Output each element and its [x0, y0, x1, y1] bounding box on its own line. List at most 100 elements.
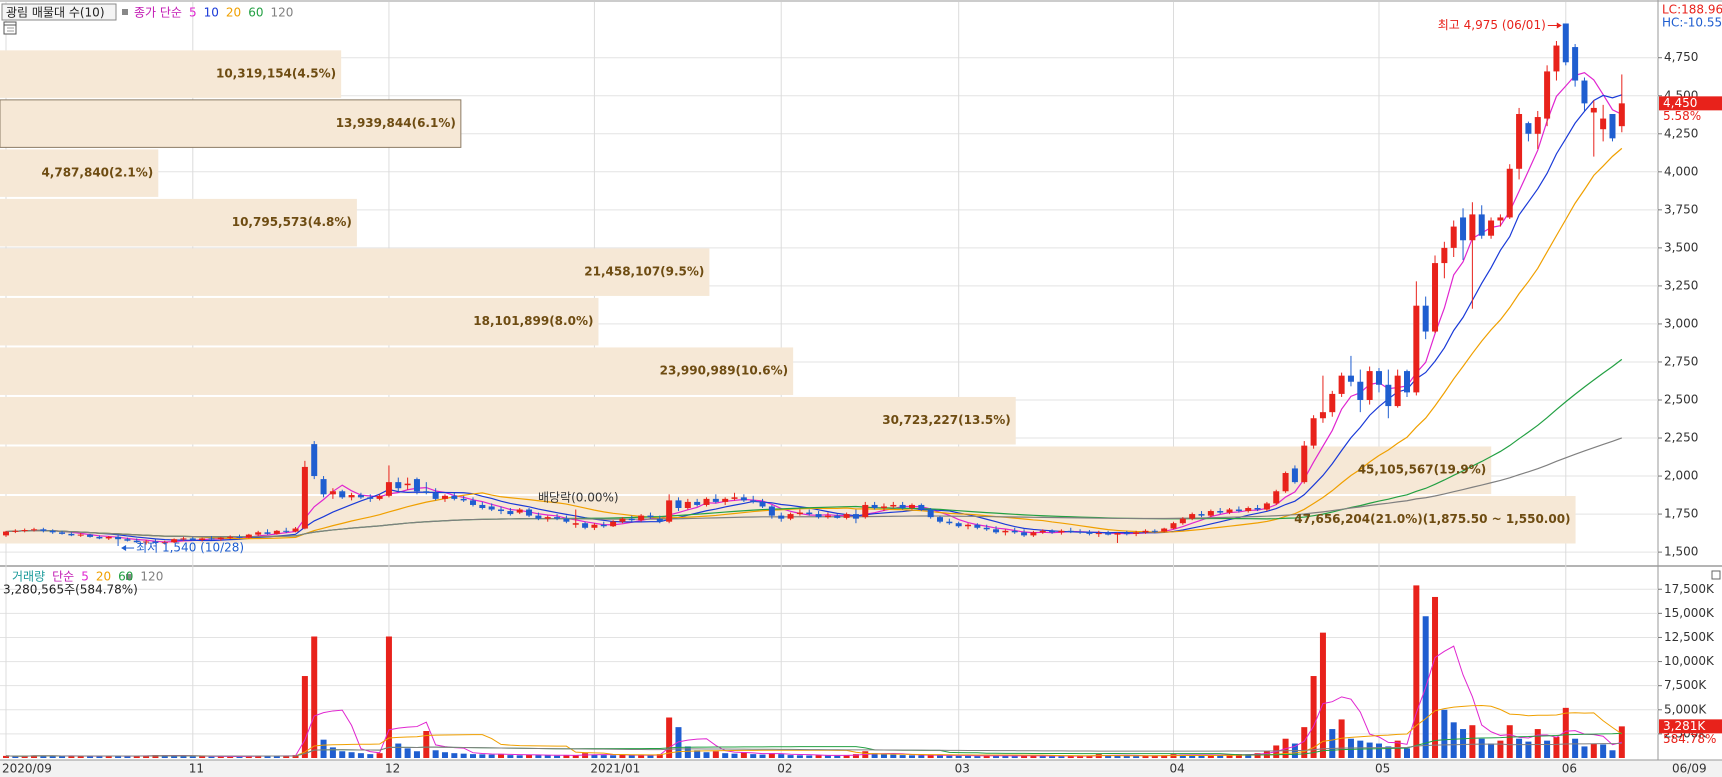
lc-label: LC:188.96: [1662, 3, 1722, 17]
y-tick-label: 3,500: [1664, 240, 1698, 254]
volume-bar: [927, 755, 934, 758]
candle-body: [143, 541, 150, 543]
volume-bar: [1114, 755, 1121, 758]
candle-body: [385, 482, 392, 496]
candle-body: [712, 498, 719, 502]
volume-bar: [1245, 754, 1252, 758]
legend-item: 5: [81, 570, 89, 584]
profile-bar: [0, 396, 1016, 445]
volume-bar: [834, 755, 841, 758]
candle-body: [1263, 503, 1270, 510]
last-date: 06/09: [1672, 762, 1707, 776]
volume-bar: [1189, 755, 1196, 758]
candle-body: [1049, 530, 1056, 533]
volume-bar: [441, 752, 448, 758]
profile-bar: [0, 297, 599, 346]
volume-bar: [1329, 729, 1336, 758]
volume-bar: [245, 756, 252, 758]
volume-bar: [983, 755, 990, 758]
volume-bar: [1394, 740, 1401, 758]
y-tick-label: 4,750: [1664, 50, 1698, 64]
candle-body: [834, 515, 841, 518]
y-tick-label: 4,000: [1664, 164, 1698, 178]
volume-bar: [12, 756, 19, 758]
low-label: 최저 1,540 (10/28): [136, 541, 244, 555]
candle-body: [96, 536, 103, 539]
candle-body: [1534, 117, 1541, 134]
candle-body: [395, 482, 402, 489]
profile-label: 10,319,154(4.5%): [216, 67, 336, 81]
candle-body: [1151, 530, 1158, 532]
volume-bar: [423, 731, 430, 758]
volume-bar: [918, 755, 925, 758]
volume-bar: [675, 727, 682, 758]
ma-line: [5, 71, 1623, 543]
candle-body: [1179, 518, 1186, 524]
candle-body: [441, 495, 448, 499]
candle-body: [862, 504, 869, 518]
volume-bar: [1375, 743, 1382, 758]
volume-bar: [722, 753, 729, 758]
candle-body: [955, 523, 962, 527]
volume-bar: [479, 754, 486, 758]
x-tick-label: 05: [1375, 762, 1390, 776]
candle-body: [1394, 375, 1401, 407]
candle-body: [937, 517, 943, 522]
volume-bar: [161, 755, 168, 758]
candle-body: [21, 530, 28, 532]
high-arrowhead: [1556, 22, 1562, 29]
legend-item: 20: [226, 6, 241, 20]
y-tick-label: 3,250: [1664, 278, 1698, 292]
volume-bar: [357, 753, 364, 758]
candle-body: [115, 536, 122, 540]
overlay: 광림 매물대 수(10) 종가 단순 5 10 20 60 120 배당락(0.00%) …: [1, 3, 1722, 776]
volume-bar: [31, 755, 38, 758]
candle-body: [357, 495, 364, 498]
volume-bar: [1077, 755, 1084, 758]
ma-line: [5, 147, 1623, 540]
volume-bar: [703, 752, 710, 758]
volume-bar: [1133, 756, 1140, 758]
candle-body: [1105, 533, 1112, 535]
volume-bar: [1404, 748, 1410, 758]
volume-bar: [572, 755, 579, 758]
volume-bar: [787, 755, 794, 758]
candle-body: [1450, 226, 1457, 248]
volume-bar: [1469, 725, 1476, 758]
volume-bar: [554, 755, 561, 758]
volume-bar: [684, 746, 691, 758]
candle-body: [292, 528, 299, 532]
current-volume-label: 3,281K: [1663, 719, 1706, 733]
profile-bar: [0, 198, 357, 247]
volume-bar: [3, 755, 9, 758]
candle-body: [703, 498, 710, 505]
volume-bar: [1460, 729, 1467, 758]
candle-body: [1357, 381, 1364, 400]
candle-body: [1198, 514, 1205, 516]
y-tick-label: 17,500K: [1664, 582, 1715, 596]
volume-bar: [124, 756, 131, 758]
candle-body: [899, 504, 906, 508]
legend-item: 60: [118, 570, 133, 584]
candle-body: [890, 504, 897, 507]
ma-line: [5, 437, 1623, 538]
volume-bar: [1123, 755, 1130, 758]
volume-bar: [955, 755, 962, 758]
profile-label: 10,795,573(4.8%): [232, 215, 352, 229]
volume-bar: [404, 748, 411, 758]
legend-item: 단순: [52, 570, 74, 584]
volume-bar: [1226, 754, 1233, 758]
calendar-icon: [3, 21, 17, 35]
volume-bar: [1525, 741, 1532, 758]
candle-body: [180, 538, 187, 540]
legend-square: [126, 574, 132, 580]
volume-bar: [1590, 743, 1597, 758]
legend-item: 종가 단순: [134, 6, 182, 20]
volume-bar: [1572, 738, 1579, 758]
candle-body: [731, 497, 738, 499]
panel-toggle[interactable]: [1711, 570, 1721, 580]
candle-body: [1460, 217, 1467, 241]
candle-body: [49, 530, 56, 533]
candle-body: [367, 497, 374, 499]
